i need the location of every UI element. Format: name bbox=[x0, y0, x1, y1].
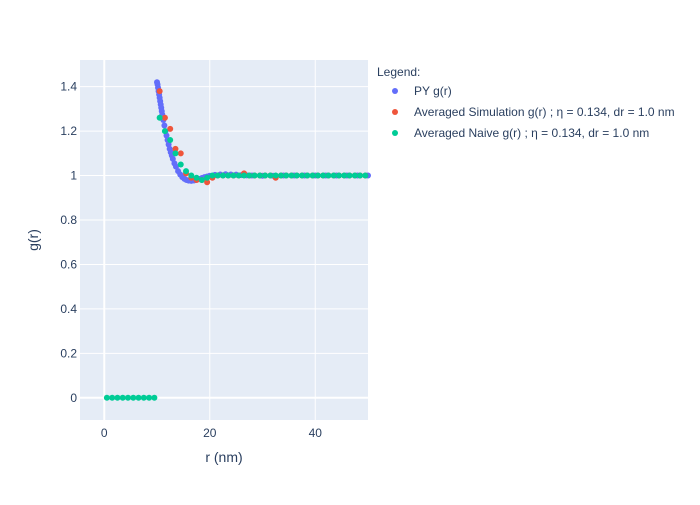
legend-item[interactable]: Averaged Simulation g(r) ; η = 0.134, dr… bbox=[392, 105, 675, 119]
data-point bbox=[198, 177, 205, 183]
legend-item[interactable]: PY g(r) bbox=[392, 84, 452, 98]
data-point bbox=[304, 172, 311, 179]
data-point bbox=[156, 88, 163, 95]
data-point bbox=[267, 172, 274, 179]
data-point bbox=[346, 172, 353, 179]
data-point bbox=[204, 174, 211, 181]
data-point bbox=[299, 172, 306, 179]
y-tick-label: 1.2 bbox=[60, 124, 77, 138]
x-tick-label: 40 bbox=[309, 426, 323, 440]
legend-label: Averaged Simulation g(r) ; η = 0.134, dr… bbox=[414, 105, 675, 119]
data-point bbox=[114, 394, 121, 401]
data-point bbox=[246, 172, 253, 179]
y-tick-label: 1 bbox=[70, 169, 77, 183]
data-points bbox=[103, 79, 371, 401]
data-point bbox=[177, 150, 184, 157]
data-point bbox=[341, 172, 348, 179]
data-point bbox=[230, 172, 237, 179]
legend-item[interactable]: Averaged Naive g(r) ; η = 0.134, dr = 1.… bbox=[392, 126, 649, 140]
y-tick-label: 0.4 bbox=[60, 302, 77, 316]
y-tick-label: 0.8 bbox=[60, 213, 77, 227]
data-point bbox=[214, 172, 221, 179]
legend: Legend: PY g(r) Averaged Simulation g(r) … bbox=[377, 65, 675, 140]
legend-title: Legend: bbox=[377, 65, 420, 79]
data-point bbox=[256, 172, 263, 179]
data-point bbox=[109, 394, 116, 401]
data-point bbox=[183, 168, 190, 175]
legend-label: Averaged Naive g(r) ; η = 0.134, dr = 1.… bbox=[414, 126, 649, 140]
data-point bbox=[167, 125, 174, 132]
data-point bbox=[283, 172, 290, 179]
data-point bbox=[251, 172, 258, 179]
data-point bbox=[209, 172, 216, 179]
data-point bbox=[161, 122, 168, 129]
data-point bbox=[235, 172, 242, 179]
data-point bbox=[135, 394, 142, 401]
data-point bbox=[314, 172, 321, 179]
data-point bbox=[161, 114, 168, 121]
data-point bbox=[335, 172, 342, 179]
data-point bbox=[177, 161, 184, 168]
data-point bbox=[103, 394, 110, 401]
data-point bbox=[130, 394, 137, 401]
data-point bbox=[241, 172, 248, 179]
data-point bbox=[272, 172, 279, 179]
legend-items: PY g(r) Averaged Simulation g(r) ; η = 0.… bbox=[392, 84, 675, 140]
data-point bbox=[204, 179, 211, 186]
data-point bbox=[357, 172, 364, 179]
data-point bbox=[167, 137, 174, 143]
data-point bbox=[293, 172, 300, 179]
data-point bbox=[188, 172, 195, 179]
plot-area bbox=[80, 60, 368, 420]
series-3 bbox=[103, 114, 369, 401]
data-point bbox=[172, 145, 179, 152]
data-point bbox=[119, 394, 126, 401]
data-point bbox=[156, 114, 163, 121]
data-point bbox=[225, 172, 232, 179]
data-point bbox=[262, 172, 269, 179]
data-point bbox=[320, 172, 327, 179]
legend-marker bbox=[392, 130, 398, 136]
data-point bbox=[151, 394, 158, 401]
y-axis-label: g(r) bbox=[25, 229, 41, 251]
legend-marker bbox=[392, 109, 398, 115]
x-axis-label: r (nm) bbox=[205, 449, 242, 465]
data-point bbox=[277, 172, 284, 179]
y-tick-label: 0 bbox=[70, 391, 77, 405]
tick-labels: 0 20 40 0 0.2 0.4 0.6 0.8 1 1.2 1.4 bbox=[60, 80, 322, 440]
data-point bbox=[140, 394, 147, 401]
data-point bbox=[193, 174, 200, 181]
legend-label: PY g(r) bbox=[414, 84, 452, 98]
data-point bbox=[173, 163, 179, 170]
gridlines bbox=[80, 60, 368, 420]
data-point bbox=[351, 172, 358, 179]
data-point bbox=[309, 172, 316, 179]
data-point bbox=[146, 394, 153, 401]
data-point bbox=[362, 172, 369, 179]
data-point bbox=[161, 128, 168, 135]
y-tick-label: 0.2 bbox=[60, 346, 77, 360]
x-tick-label: 20 bbox=[203, 426, 217, 440]
y-tick-label: 0.6 bbox=[60, 257, 77, 271]
legend-marker bbox=[392, 88, 398, 94]
x-tick-label: 0 bbox=[101, 426, 108, 440]
y-tick-label: 1.4 bbox=[60, 80, 77, 94]
data-point bbox=[172, 150, 179, 157]
data-point bbox=[288, 172, 295, 179]
data-point bbox=[219, 172, 226, 179]
data-point bbox=[330, 172, 337, 179]
data-point bbox=[325, 172, 332, 179]
data-point bbox=[125, 394, 131, 401]
